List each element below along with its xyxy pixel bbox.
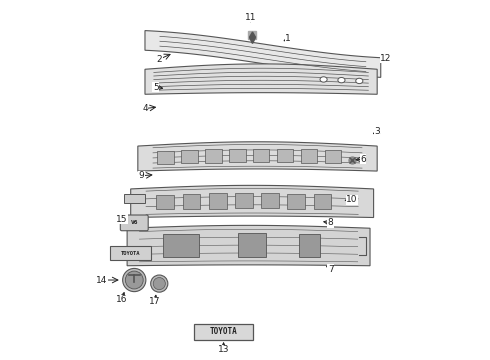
FancyBboxPatch shape: [325, 150, 342, 163]
FancyBboxPatch shape: [301, 149, 318, 163]
FancyBboxPatch shape: [205, 149, 221, 163]
FancyBboxPatch shape: [121, 215, 148, 231]
FancyBboxPatch shape: [229, 149, 245, 162]
Text: 6: 6: [360, 155, 366, 164]
Text: V6: V6: [130, 220, 138, 225]
PathPatch shape: [138, 142, 377, 171]
Ellipse shape: [320, 77, 327, 82]
PathPatch shape: [127, 225, 370, 266]
Text: 7: 7: [328, 265, 334, 274]
FancyBboxPatch shape: [314, 194, 331, 209]
PathPatch shape: [145, 64, 377, 94]
FancyBboxPatch shape: [253, 149, 270, 162]
Text: 9: 9: [139, 171, 144, 180]
Text: 2: 2: [156, 55, 162, 64]
Text: 16: 16: [116, 295, 127, 304]
Text: 15: 15: [116, 215, 127, 224]
Text: TOYOTA: TOYOTA: [210, 327, 238, 336]
Text: TOYOTA: TOYOTA: [121, 251, 141, 256]
FancyBboxPatch shape: [194, 324, 253, 340]
Text: 14: 14: [97, 275, 108, 284]
Text: 1: 1: [285, 35, 291, 44]
FancyBboxPatch shape: [183, 194, 200, 209]
PathPatch shape: [145, 31, 381, 77]
FancyBboxPatch shape: [181, 150, 197, 163]
FancyBboxPatch shape: [209, 193, 227, 208]
Ellipse shape: [356, 78, 363, 84]
Text: 5: 5: [153, 83, 159, 92]
Text: 4: 4: [142, 104, 148, 113]
Ellipse shape: [151, 275, 168, 292]
FancyBboxPatch shape: [235, 193, 253, 208]
Ellipse shape: [125, 271, 143, 289]
FancyBboxPatch shape: [163, 234, 198, 257]
FancyBboxPatch shape: [156, 195, 174, 210]
Ellipse shape: [338, 77, 345, 83]
FancyBboxPatch shape: [298, 234, 320, 257]
Text: 8: 8: [328, 219, 334, 228]
FancyBboxPatch shape: [238, 233, 267, 257]
FancyBboxPatch shape: [123, 194, 145, 203]
Text: 12: 12: [380, 54, 392, 63]
Ellipse shape: [153, 278, 165, 290]
FancyBboxPatch shape: [110, 246, 151, 260]
Text: 11: 11: [245, 13, 256, 22]
Text: 17: 17: [149, 297, 161, 306]
FancyBboxPatch shape: [277, 149, 294, 162]
Text: 3: 3: [374, 127, 380, 136]
PathPatch shape: [131, 185, 373, 217]
FancyBboxPatch shape: [288, 194, 305, 209]
FancyBboxPatch shape: [157, 151, 173, 164]
Text: 10: 10: [346, 195, 358, 204]
FancyBboxPatch shape: [261, 193, 279, 208]
Text: 13: 13: [218, 345, 229, 354]
Ellipse shape: [122, 269, 146, 292]
